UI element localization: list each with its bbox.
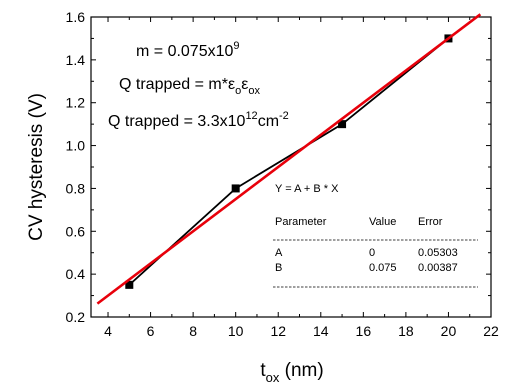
x-tick-label: 16: [356, 323, 372, 339]
y-tick-label: 0.6: [66, 223, 86, 239]
annotation-q-value-sup1: 12: [245, 110, 257, 122]
x-tick-label: 12: [270, 323, 286, 339]
x-axis-label-main: t: [260, 360, 266, 381]
annotation-q-formula-sub1: o: [235, 85, 241, 97]
annotation-q-value-main: Q trapped = 3.3x10: [108, 113, 246, 130]
x-axis-label-unit: (nm): [279, 360, 323, 381]
y-tick-label: 0.2: [66, 309, 86, 325]
annotation-m-main: m = 0.075x10: [136, 43, 234, 60]
y-axis-ticks: 0.2 0.4 0.6 0.8 1.0 1.2 1.4 1.6: [66, 9, 491, 325]
x-tick-label: 4: [104, 323, 112, 339]
x-tick-label: 8: [189, 323, 197, 339]
fit-row-b-param: B: [275, 262, 282, 274]
fit-header-value: Value: [369, 216, 396, 228]
data-point: [338, 120, 347, 129]
annotation-m: m = 0.075x109: [136, 40, 240, 60]
annotation-q-formula: Q trapped = m*εoεox: [119, 76, 260, 97]
fit-line: [96, 13, 482, 305]
x-tick-label: 18: [398, 323, 414, 339]
series-line: [128, 37, 450, 286]
x-axis-label: tox (nm): [260, 360, 323, 385]
annotation-q-formula-eps: ε: [241, 76, 248, 93]
x-tick-label: 20: [441, 323, 457, 339]
y-tick-label: 1.0: [66, 138, 86, 154]
fit-header-parameter: Parameter: [275, 216, 327, 228]
x-tick-label: 6: [147, 323, 155, 339]
x-axis-label-sub: ox: [266, 370, 280, 385]
y-tick-label: 1.6: [66, 9, 86, 25]
annotation-m-sup: 9: [233, 40, 239, 52]
fit-row-b-value: 0.075: [369, 262, 397, 274]
annotation-q-value-sup2: -2: [279, 110, 289, 122]
fit-header-error: Error: [418, 216, 443, 228]
fit-row-a-error: 0.05303: [418, 247, 458, 259]
y-tick-label: 1.4: [66, 52, 86, 68]
data-point: [231, 184, 240, 193]
fit-line-group: [96, 13, 482, 305]
fit-row-a-param: A: [275, 247, 283, 259]
y-axis-label: CV hysteresis (V): [26, 93, 47, 241]
x-tick-label: 10: [228, 323, 244, 339]
x-tick-label: 22: [483, 323, 499, 339]
y-tick-label: 0.8: [66, 180, 86, 196]
y-tick-label: 0.4: [66, 266, 86, 282]
fit-table: Y = A + B * X Parameter Value Error A 0 …: [273, 183, 478, 288]
fit-row-a-value: 0: [369, 247, 375, 259]
annotation-q-value: Q trapped = 3.3x1012cm-2: [108, 110, 289, 130]
data-point: [125, 280, 134, 289]
fit-equation: Y = A + B * X: [275, 183, 339, 195]
annotation-q-formula-main: Q trapped = m*ε: [119, 76, 235, 93]
x-tick-label: 14: [313, 323, 329, 339]
fit-row-b-error: 0.00387: [418, 262, 458, 274]
annotation-q-formula-sub2: ox: [248, 85, 260, 97]
y-tick-label: 1.2: [66, 95, 86, 111]
x-axis-ticks: 4 6 8 10 12 14 16 18 20 22: [104, 17, 499, 339]
annotation-q-value-unit: cm: [258, 113, 279, 130]
